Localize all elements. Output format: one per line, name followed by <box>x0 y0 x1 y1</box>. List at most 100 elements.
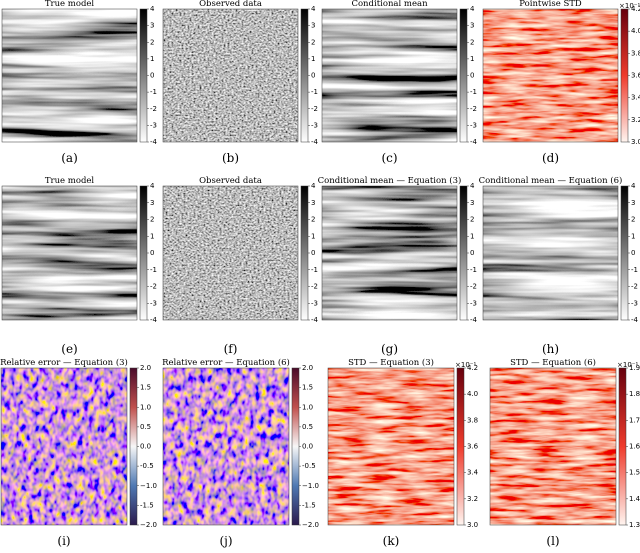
colorbar-tick-label: 2 <box>150 38 154 46</box>
colorbar-tick-label: 1.4 <box>629 495 640 503</box>
panel-image <box>322 186 457 320</box>
panel-label: (l) <box>546 534 559 548</box>
colorbar-tick-label: 2 <box>150 216 154 224</box>
panel-image <box>163 9 298 142</box>
colorbar-tick-label: -0.5 <box>140 462 154 470</box>
colorbar-tick-label: 3.0 <box>467 521 478 529</box>
colorbar-tick-label: -4 <box>311 316 319 324</box>
colorbar-tick-label: 4 <box>631 182 636 190</box>
colorbar-tick-label: -1 <box>470 266 477 274</box>
colorbar-tick-label: 0 <box>470 249 474 257</box>
panel-label: (c) <box>381 151 397 165</box>
colorbar <box>459 8 468 143</box>
panel-image <box>1 368 127 525</box>
colorbar-tick-label: 0.5 <box>140 423 151 431</box>
panel-label: (g) <box>381 342 398 356</box>
panel-title: Observed data <box>199 176 262 186</box>
colorbar-tick-label: -2 <box>311 283 318 291</box>
colorbar <box>129 367 138 526</box>
colorbar-tick-label: 3.4 <box>467 469 479 477</box>
colorbar-multiplier: ×10⁻¹ <box>619 2 640 10</box>
colorbar-tick-label: 1.0 <box>140 403 151 411</box>
image-frame <box>327 367 455 526</box>
colorbar-tick-label: -4 <box>470 316 478 324</box>
colorbar-tick-label: -1.5 <box>302 501 316 509</box>
colorbar-tick-label: 1.0 <box>302 403 313 411</box>
colorbar <box>618 367 627 526</box>
colorbar-tick-label: 4 <box>150 182 155 190</box>
panel-title: STD — Equation (6) <box>510 357 596 368</box>
panel-title: Relative error — Equation (6) <box>162 357 290 368</box>
image-frame <box>162 8 299 143</box>
colorbar-tick-label: -3 <box>470 121 477 129</box>
colorbar-tick-label: 2.0 <box>140 364 151 372</box>
image-frame <box>162 367 290 526</box>
image-frame <box>482 185 619 321</box>
colorbar-tick-label: -1 <box>311 88 318 96</box>
panel-title: Conditional mean — Equation (3) <box>318 175 462 186</box>
colorbar-tick-label: 4.2 <box>631 5 640 13</box>
panel-title: Relative error — Equation (3) <box>0 357 128 368</box>
panel-image <box>2 9 137 142</box>
colorbar-tick-label: 1.7 <box>629 416 640 424</box>
colorbar-tick-label: −2.0 <box>302 521 319 529</box>
panel-image <box>328 368 454 525</box>
colorbar-tick-label: -1 <box>311 266 318 274</box>
panel-title: Conditional mean <box>351 0 428 9</box>
colorbar <box>300 8 309 143</box>
colorbar-tick-label: 4 <box>470 182 475 190</box>
colorbar-tick-label: 0 <box>311 249 315 257</box>
colorbar-tick-label: 3 <box>631 199 635 207</box>
colorbar-tick-label: -3 <box>311 121 318 129</box>
colorbar-tick-label: 3.8 <box>467 416 478 424</box>
panel-title: Conditional mean — Equation (6) <box>479 175 623 186</box>
colorbar-tick-label: 1.5 <box>302 384 313 392</box>
colorbar-tick-label: -4 <box>470 138 478 146</box>
colorbar-tick-label: 1 <box>150 232 154 240</box>
colorbar <box>300 185 309 321</box>
colorbar-tick-label: 4 <box>470 5 475 13</box>
panel-image <box>163 186 298 320</box>
colorbar-tick-label: 4 <box>150 5 155 13</box>
colorbar-tick-label: -2 <box>311 105 318 113</box>
colorbar-tick-label: 1.5 <box>629 469 640 477</box>
colorbar-tick-label: 3.8 <box>631 49 640 57</box>
colorbar-tick-label: 0 <box>470 72 474 80</box>
colorbar-tick-label: -3 <box>470 299 477 307</box>
colorbar-tick-label: 1.3 <box>629 521 640 529</box>
colorbar-tick-label: 4.0 <box>631 27 640 35</box>
colorbar-tick-label: 0.0 <box>140 443 151 451</box>
colorbar <box>456 367 465 526</box>
image-frame <box>482 8 619 143</box>
colorbar-tick-label: 3 <box>470 199 474 207</box>
colorbar-tick-label: -1 <box>631 266 638 274</box>
image-frame <box>1 185 138 321</box>
image-frame <box>1 8 138 143</box>
panel-title: True model <box>45 0 95 9</box>
panel-label: (i) <box>57 534 70 548</box>
colorbar-tick-label: 1.8 <box>629 390 640 398</box>
panel-label: (a) <box>61 151 78 165</box>
colorbar-tick-label: 1.6 <box>629 443 640 451</box>
colorbar-tick-label: -2 <box>150 283 157 291</box>
panel-label: (j) <box>219 534 232 548</box>
panel-label: (d) <box>542 151 559 165</box>
panel-image <box>483 9 618 142</box>
colorbar-tick-label: 1 <box>470 55 474 63</box>
colorbar-tick-label: 2 <box>631 216 635 224</box>
colorbar-tick-label: 2.0 <box>302 364 313 372</box>
colorbar-tick-label: 1 <box>631 232 635 240</box>
colorbar-tick-label: -1 <box>470 88 477 96</box>
colorbar-tick-label: 4.0 <box>467 390 478 398</box>
image-frame <box>321 185 458 321</box>
colorbar-tick-label: −2.0 <box>140 521 157 529</box>
colorbar-multiplier: ×10⁻¹ <box>617 361 638 369</box>
colorbar-tick-label: -1 <box>150 266 157 274</box>
colorbar-tick-label: -1.5 <box>140 501 154 509</box>
colorbar-tick-label: 0.5 <box>302 423 313 431</box>
colorbar-multiplier: ×10⁻¹ <box>455 361 476 369</box>
colorbar-tick-label: 4 <box>311 182 316 190</box>
colorbar-tick-label: -4 <box>150 138 158 146</box>
colorbar-tick-label: 3.2 <box>467 495 478 503</box>
colorbar-tick-label: 3 <box>311 199 315 207</box>
